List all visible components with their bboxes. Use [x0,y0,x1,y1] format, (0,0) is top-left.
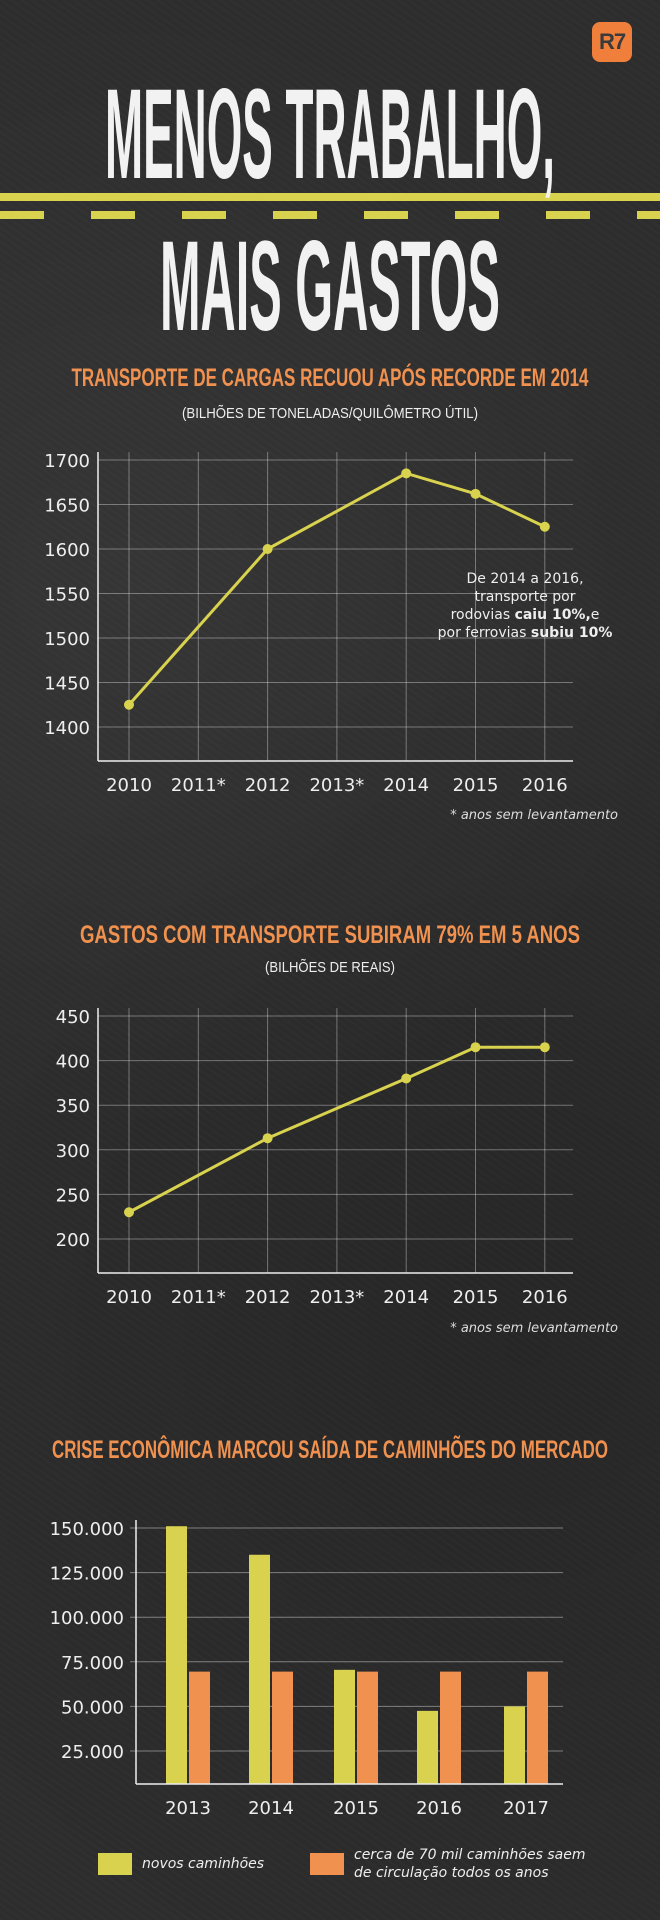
note-line: transporte por [474,589,576,605]
note-line: rodovias caiu 10%,e [420,606,630,624]
chart2-ytick-label: 200 [56,1230,90,1251]
bar-trucks-out [189,1671,210,1784]
chart1-data-point [262,544,273,554]
chart1-subtitle: (bilhões de toneladas/quilômetro útil) [182,405,478,422]
bar-new-trucks [249,1554,270,1784]
legend-label: cerca de 70 mil caminhões saem de circul… [354,1846,585,1882]
legend-line: de circulação todos os anos [354,1865,549,1881]
bar-new-trucks [417,1710,438,1784]
chart1-ytick-label: 1600 [44,540,90,561]
chart2-xtick-label: 2011* [171,1287,226,1308]
chart2-xtick-label: 2014 [383,1287,429,1308]
chart2-footnote: * anos sem levantamento [450,1321,618,1336]
chart3-xtick-label: 2017 [503,1798,549,1819]
headline-line1: MENOS TRABALHO, [105,63,555,206]
legend-label: novos caminhões [142,1856,265,1872]
legend-swatch-yellow [98,1853,132,1875]
chart1-data-point [124,699,134,710]
chart3-ytick-label: 25.000 [61,1742,124,1763]
legend-line: cerca de 70 mil caminhões saem [354,1847,586,1863]
note-text: rodovias [450,607,515,623]
chart1-xtick-label: 2010 [106,775,152,796]
r7-logo: R7 [592,22,632,62]
legend-new-trucks: novos caminhões [98,1853,264,1875]
road-dash [0,211,44,219]
chart2-data-point [124,1207,134,1218]
chart3-ytick-label: 100.000 [50,1608,124,1629]
chart2-ytick-label: 250 [56,1185,90,1206]
chart2-data-point [470,1042,481,1053]
chart2-ytick-label: 350 [56,1096,90,1117]
chart3-ytick-label: 50.000 [61,1697,124,1718]
chart2-title: Gastos com transporte subiram 79% em 5 a… [80,921,580,949]
bar-trucks-out [527,1671,548,1784]
chart2-data-point [401,1073,412,1084]
chart1-annotation: De 2014 a 2016, transporte por rodovias … [420,570,630,642]
chart1-xtick-label: 2012 [245,775,291,796]
bar-trucks-out [440,1671,461,1784]
chart1-ytick-label: 1500 [44,629,90,650]
chart1-footnote: * anos sem levantamento [450,808,618,823]
chart2-xtick-label: 2012 [245,1287,291,1308]
chart2-subtitle: (bilhões de reais) [265,959,395,976]
chart3-xtick-label: 2014 [248,1798,294,1819]
chart1-xtick-label: 2015 [453,775,499,796]
chart1-ytick-label: 1700 [44,451,90,472]
chart1-ytick-label: 1650 [44,496,90,517]
bar-trucks-out [272,1671,293,1784]
chart1-xtick-label: 2014 [383,775,429,796]
chart3-ytick-label: 75.000 [61,1653,124,1674]
note-bold: subiu 10% [530,625,613,641]
chart1-title: Transporte de cargas recuou após recorde… [72,362,589,392]
chart2-xtick-label: 2016 [522,1287,568,1308]
chart3-xtick-label: 2016 [416,1798,462,1819]
bar-new-trucks [166,1526,187,1784]
chart2-xtick-label: 2013* [309,1287,364,1308]
chart1-ytick-label: 1400 [44,718,90,739]
note-text: e [590,607,600,623]
road-dash [455,211,499,219]
note-line: por ferrovias subiu 10% [420,624,630,642]
chart1-data-point [470,488,481,499]
road-line-solid [0,193,660,201]
legend-swatch-orange [310,1853,344,1875]
road-dash [364,211,408,219]
bar-new-trucks [334,1669,355,1784]
road-dash [273,211,317,219]
chart1-xtick-label: 2016 [522,775,568,796]
legend-trucks-out: cerca de 70 mil caminhões saem de circul… [310,1846,585,1882]
chart2-xtick-label: 2010 [106,1287,152,1308]
chart3-title: Crise econômica marcou saída de caminhõe… [52,1434,608,1464]
logo-text: R7 [598,29,626,54]
road-dash [91,211,135,219]
chart2-ytick-label: 450 [56,1007,90,1028]
chart2-ytick-label: 400 [56,1052,90,1073]
note-text: por ferrovias [437,625,531,641]
road-dash [546,211,590,219]
chart1-data-point [401,468,412,479]
chart3-ytick-label: 150.000 [50,1519,124,1540]
note-line: De 2014 a 2016, [466,571,584,587]
road-dash [637,211,660,219]
chart1-ytick-label: 1550 [44,585,90,606]
chart3-xtick-label: 2015 [333,1798,379,1819]
bar-new-trucks [504,1706,525,1784]
chart3-ytick-label: 125.000 [50,1564,124,1585]
road-dash [182,211,226,219]
note-bold: caiu 10%, [514,607,591,623]
chart2-data-point [539,1042,550,1053]
chart1-data-point [539,521,550,532]
chart3-xtick-label: 2013 [165,1798,211,1819]
bar-trucks-out [357,1671,378,1784]
headline-line2: MAIS GASTOS [160,215,500,358]
chart1-xtick-label: 2011* [171,775,226,796]
chart1-ytick-label: 1450 [44,674,90,695]
chart2-xtick-label: 2015 [453,1287,499,1308]
chart2-data-point [262,1133,273,1144]
chart1-xtick-label: 2013* [309,775,364,796]
chart2-ytick-label: 300 [56,1141,90,1162]
